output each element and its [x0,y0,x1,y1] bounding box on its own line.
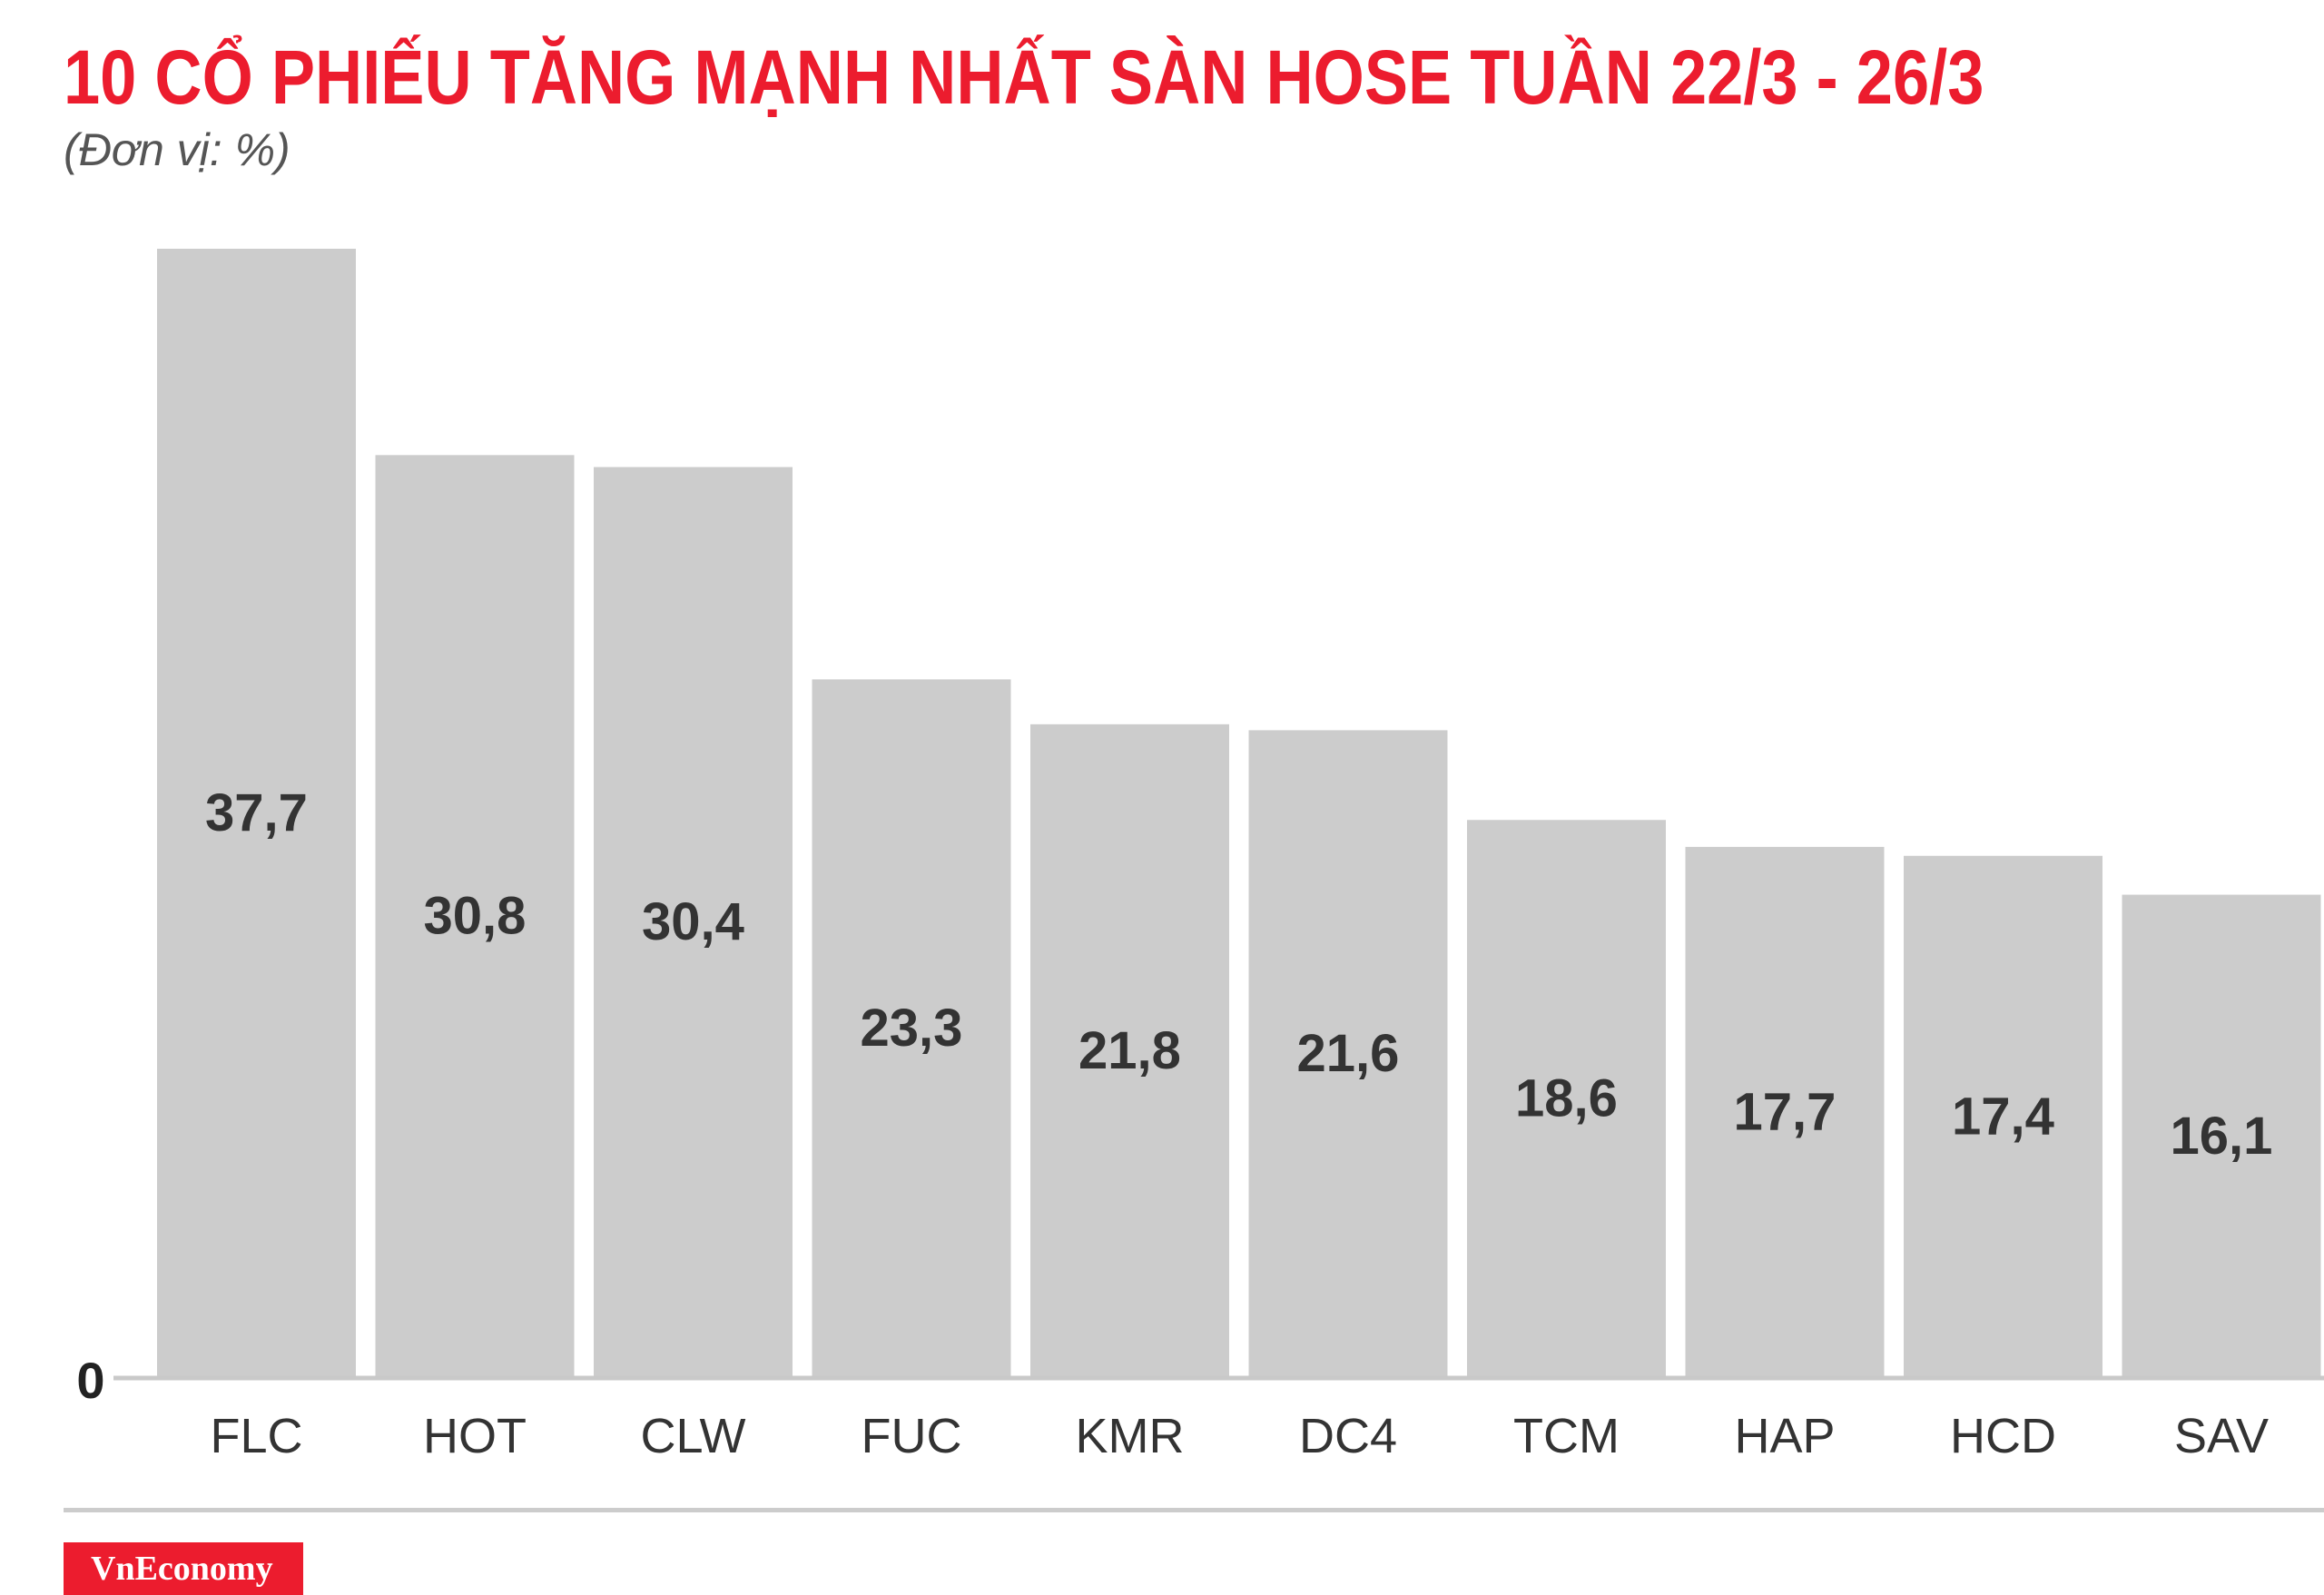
vneconomy-logo: VnEconomy [64,1542,303,1595]
category-label-fuc: FUC [862,1409,962,1463]
value-label-hcd: 17,4 [1952,1087,2054,1146]
value-label-hot: 30,8 [424,887,527,946]
value-label-flc: 37,7 [205,783,308,842]
value-label-hap: 17,7 [1734,1082,1837,1141]
value-label-clw: 30,4 [642,892,744,951]
unit-subtitle: (Đơn vị: %) [64,124,290,175]
category-label-sav: SAV [2174,1409,2269,1463]
category-label-kmr: KMR [1076,1409,1185,1463]
category-label-flc: FLC [210,1409,302,1463]
value-label-kmr: 21,8 [1078,1021,1181,1080]
bars-group [157,249,2321,1376]
bar-hap [1685,846,1885,1376]
value-label-sav: 16,1 [2171,1107,2273,1166]
bar-hot [375,455,575,1376]
bar-clw [594,467,793,1376]
category-label-tcm: TCM [1513,1409,1620,1463]
value-label-tcm: 18,6 [1515,1069,1618,1128]
footer-divider [64,1508,2324,1512]
bar-tcm [1467,820,1666,1376]
category-label-clw: CLW [641,1409,746,1463]
category-label-hot: HOT [423,1409,527,1463]
category-label-hcd: HCD [1950,1409,2056,1463]
category-label-hap: HAP [1734,1409,1835,1463]
bar-dc4 [1248,730,1448,1376]
chart-title: 10 CỔ PHIẾU TĂNG MẠNH NHẤT SÀN HOSE TUẦN… [64,34,1984,120]
value-label-dc4: 21,6 [1297,1024,1400,1083]
labels-group: 37,7 FLC 30,8 HOT 30,4 CLW 23,3 FUC 21,8 KMR 21,6 D… [205,783,2272,1463]
value-label-fuc: 23,3 [861,999,963,1058]
bar-hcd [1904,855,2102,1376]
bar-sav [2122,894,2321,1376]
category-label-dc4: DC4 [1299,1409,1397,1463]
bar-fuc [812,679,1011,1376]
y-tick-label-zero: 0 [76,1352,104,1409]
bar-flc [157,249,356,1376]
bar-kmr [1030,724,1229,1376]
